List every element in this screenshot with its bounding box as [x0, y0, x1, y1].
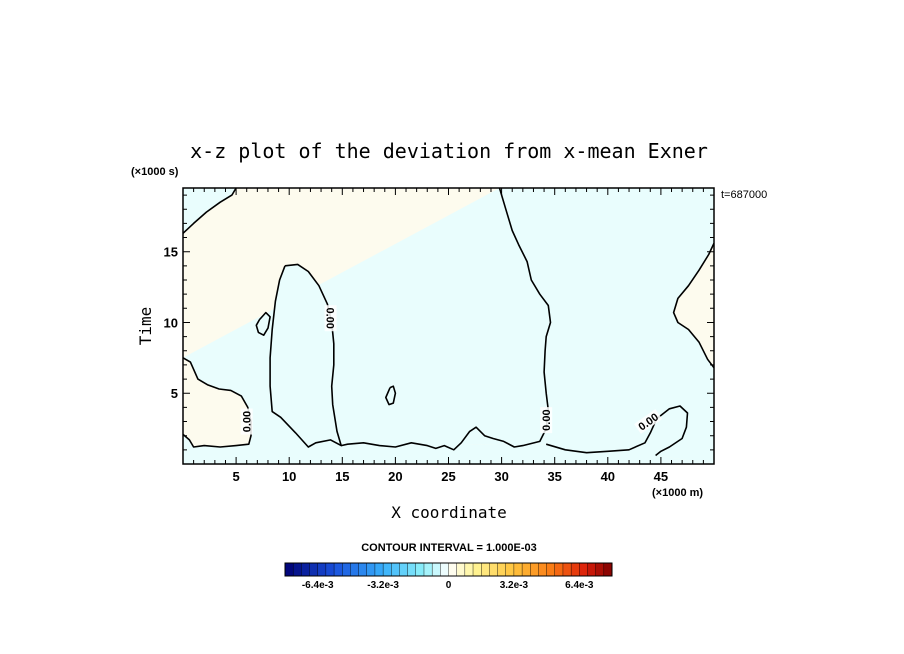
colorbar-bin [554, 562, 564, 577]
colorbar-bin [464, 562, 474, 577]
y-tick-label: 10 [164, 315, 178, 330]
colorbar-bin [538, 562, 548, 577]
colorbar-bin [513, 562, 523, 577]
colorbar-bin [489, 562, 499, 577]
contour-mid-island [385, 385, 397, 406]
x-axis-label: X coordinate [391, 503, 507, 522]
axis-ticks [183, 188, 714, 464]
colorbar-bin [595, 562, 605, 577]
colorbar-bin [374, 562, 384, 577]
colorbar-bin [325, 562, 335, 577]
colorbar-bin [415, 562, 425, 577]
colorbar-tick-label: 0 [446, 580, 452, 591]
colorbar-bin [284, 562, 294, 577]
colorbar-bin [448, 562, 458, 577]
contour-label-2: 0.00 [541, 409, 553, 430]
x-tick-label: 5 [232, 469, 239, 484]
region-bottom-strip [183, 188, 714, 464]
colorbar-bin [472, 562, 482, 577]
colorbar-bin [292, 562, 302, 577]
contour-label-0: 0.00 [324, 308, 336, 329]
colorbar-bin [562, 562, 572, 577]
contour-upper-left-edge [183, 188, 237, 234]
colorbar-bin [505, 562, 515, 577]
contour-interval-label: CONTOUR INTERVAL = 1.000E-03 [361, 542, 537, 554]
plot-area: 0.000.00 0.00 0.00 [183, 188, 714, 464]
colorbar-bin [333, 562, 343, 577]
colorbar-bin [309, 562, 319, 577]
colorbar-bin [530, 562, 539, 577]
contour-label-bg-0 [324, 305, 337, 332]
colorbar-bin [301, 562, 311, 577]
region-upper-left-corner [183, 188, 237, 234]
colorbar-bin [481, 562, 490, 577]
x-tick-label: 40 [601, 469, 615, 484]
colorbar-bin [587, 562, 597, 577]
y-axis-label: Time [136, 307, 155, 346]
y-tick-labels: 5 10 15 [164, 245, 178, 402]
colorbar-bin [546, 562, 556, 577]
colorbar-tick-label: 6.4e-3 [565, 580, 594, 591]
contour-right-edge [672, 242, 714, 369]
contour-center-band [341, 188, 552, 451]
colorbar-bin [603, 562, 613, 577]
region-right-region [341, 188, 714, 464]
colorbar-bin [570, 562, 580, 577]
x-unit-label: (×1000 m) [652, 487, 703, 499]
y-unit-label: (×1000 s) [131, 166, 179, 178]
contour-label-bg-3 [634, 409, 663, 434]
x-tick-label: 45 [654, 469, 668, 484]
x-tick-label: 25 [441, 469, 455, 484]
contour-label-bg-1 [240, 408, 253, 435]
colorbar-bin [521, 562, 531, 577]
colorbar-bin [366, 562, 376, 577]
contour-lower-right-lobe [545, 405, 689, 457]
colorbar-bin [382, 562, 392, 577]
x-tick-labels: 5 10 15 20 25 30 35 40 45 [232, 469, 668, 484]
x-tick-label: 35 [547, 469, 561, 484]
colorbar-tick-label: -6.4e-3 [302, 580, 334, 591]
colorbar [284, 562, 613, 577]
colorbar-bin [317, 562, 327, 577]
colorbar-bin [391, 562, 400, 577]
colorbar-bin [579, 562, 588, 577]
colorbar-bin [399, 562, 409, 577]
colorbar-frame [284, 562, 613, 577]
contour-label-bg-2 [540, 407, 553, 434]
x-tick-label: 15 [335, 469, 349, 484]
tick-marks [183, 188, 714, 464]
colorbar-labels: -6.4e-3 -3.2e-3 0 3.2e-3 6.4e-3 [302, 580, 594, 591]
colorbar-bin [440, 562, 450, 577]
time-label: t=687000 [721, 189, 767, 201]
colorbar-bin [350, 562, 360, 577]
colorbar-bin [358, 562, 368, 577]
negative-regions [183, 188, 714, 464]
colorbar-bin [407, 562, 417, 577]
colorbar-bin [456, 562, 466, 577]
contour-center-left-lens [269, 263, 342, 448]
colorbar-bin [431, 562, 441, 577]
colorbar-tick-label: -3.2e-3 [367, 580, 399, 591]
x-tick-label: 10 [282, 469, 296, 484]
y-tick-label: 15 [164, 245, 178, 260]
colorbar-bin [423, 562, 433, 577]
contour-label-1: 0.00 [242, 411, 254, 432]
colorbar-bin [342, 562, 351, 577]
colorbar-bin [497, 562, 507, 577]
x-tick-label: 20 [388, 469, 402, 484]
chart-title: x-z plot of the deviation from x-mean Ex… [190, 139, 708, 163]
y-tick-label: 5 [171, 386, 178, 401]
colorbar-tick-label: 3.2e-3 [500, 580, 529, 591]
x-tick-label: 30 [494, 469, 508, 484]
contour-small-island [255, 311, 271, 336]
